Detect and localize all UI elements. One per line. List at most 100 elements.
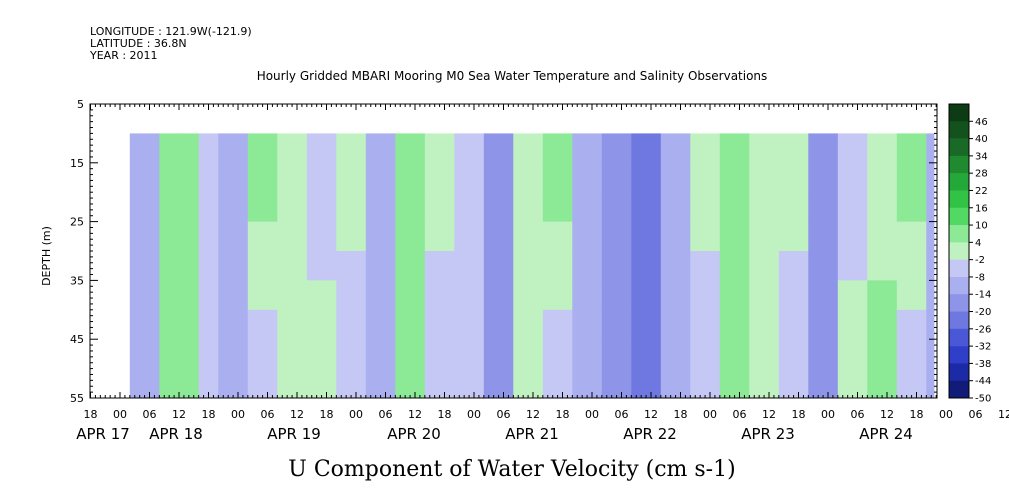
heatmap-cell (395, 221, 426, 252)
colorbar-label: 22 (975, 186, 988, 197)
heatmap-cell (179, 309, 200, 340)
x-hour-label: 18 (202, 408, 216, 421)
heatmap-cell (601, 280, 632, 311)
depth-axis: 5 15 25 35 45 55 (70, 98, 937, 405)
heatmap-cell (778, 339, 809, 369)
heatmap-cell (808, 339, 839, 369)
heatmap-cell (867, 368, 898, 399)
heatmap-cell (867, 162, 898, 193)
x-hour-label: 18 (84, 408, 98, 421)
heatmap-cell (365, 192, 396, 222)
x-hour-label: 06 (851, 408, 865, 421)
heatmap-cell (179, 368, 200, 399)
heatmap-cell (247, 221, 278, 252)
heatmap-cell (719, 368, 750, 399)
y-axis-title: DEPTH (m) (40, 226, 53, 286)
heatmap-cell (454, 162, 485, 193)
heatmap-cell (778, 251, 809, 281)
x-hour-label: 06 (615, 408, 629, 421)
heatmap-cell (277, 368, 308, 399)
heatmap-cell (513, 133, 544, 164)
heatmap-cell (719, 133, 750, 164)
heatmap-cell (306, 339, 337, 369)
colorbar-segment (949, 225, 969, 243)
x-hour-label: 00 (349, 408, 363, 421)
heatmap-cell (631, 162, 662, 193)
heatmap-cell (395, 192, 426, 222)
heatmap-cell (867, 133, 898, 164)
heatmap-cell (896, 251, 927, 281)
heatmap-cell (896, 192, 927, 222)
heatmap-cell (601, 221, 632, 252)
heatmap-cell (808, 309, 839, 340)
heatmap-cell (129, 133, 160, 164)
colorbar-segment (949, 346, 969, 364)
time-axis: 18 00 06 12 18 00 06 12 18 00 06 12 18 00 06 12 18 00 06 12… (76, 104, 1009, 443)
heatmap-cell (159, 221, 180, 252)
heatmap-cell (395, 339, 426, 369)
heatmap-cell (572, 133, 603, 164)
heatmap-cell (218, 368, 249, 399)
heatmap-cell (129, 221, 160, 252)
heatmap-cell (542, 221, 573, 252)
heatmap-cell (690, 368, 721, 399)
heatmap-cell (198, 368, 219, 399)
heatmap-cell (749, 162, 780, 193)
year-label: YEAR : 2011 (89, 49, 158, 62)
heatmap-cell (808, 192, 839, 222)
heatmap-cell (218, 221, 249, 252)
heatmap-cell (660, 309, 691, 340)
heatmap-cell (336, 251, 367, 281)
colorbar-label: 16 (975, 203, 988, 214)
heatmap-cell (454, 368, 485, 399)
colorbar-segment (949, 380, 969, 399)
heatmap-cell (631, 339, 662, 369)
heatmap-cell (179, 221, 200, 252)
heatmap-cell (926, 221, 935, 252)
heatmap-cell (218, 339, 249, 369)
heatmap-cell (306, 221, 337, 252)
heatmap-cell (483, 309, 514, 340)
x-hour-label: 06 (261, 408, 275, 421)
x-hour-label: 12 (172, 408, 186, 421)
x-hour-label: 12 (644, 408, 658, 421)
heatmap-cell (660, 368, 691, 399)
heatmap-cell (218, 309, 249, 340)
heatmap-cell (601, 251, 632, 281)
heatmap-cell (129, 309, 160, 340)
heatmap-cell (179, 280, 200, 311)
heatmap-cell (159, 133, 180, 164)
heatmap-cell (749, 280, 780, 311)
colorbar-label: -50 (975, 394, 991, 405)
heatmap-cell (837, 309, 868, 340)
heatmap-cell (601, 368, 632, 399)
heatmap-cell (808, 133, 839, 164)
heatmap-cell (808, 221, 839, 252)
heatmap-cell (926, 251, 935, 281)
y-tick-label: 15 (70, 157, 84, 170)
y-tick-label: 55 (70, 392, 84, 405)
colorbar-segment (949, 328, 969, 347)
heatmap-cell (277, 339, 308, 369)
colorbar-label: -26 (975, 324, 991, 335)
x-hour-label: 00 (585, 408, 599, 421)
heatmap-cell (198, 133, 219, 164)
heatmap-cell (247, 251, 278, 281)
heatmap-cell (483, 133, 514, 164)
heatmap-cell (179, 192, 200, 222)
heatmap-cell (454, 221, 485, 252)
heatmap-cell (306, 309, 337, 340)
heatmap-cell (277, 280, 308, 311)
heatmap-cell (336, 339, 367, 369)
x-hour-label: 06 (143, 408, 157, 421)
heatmap-cell (365, 251, 396, 281)
heatmap-cell (572, 339, 603, 369)
x-hour-label: 12 (880, 408, 894, 421)
heatmap-cell (837, 133, 868, 164)
heatmap-cell (926, 280, 935, 311)
heatmap-cell (454, 309, 485, 340)
heatmap-cell (159, 339, 180, 369)
heatmap-cell (454, 133, 485, 164)
colorbar-segment (949, 104, 969, 122)
x-day-label: APR 22 (623, 425, 677, 443)
